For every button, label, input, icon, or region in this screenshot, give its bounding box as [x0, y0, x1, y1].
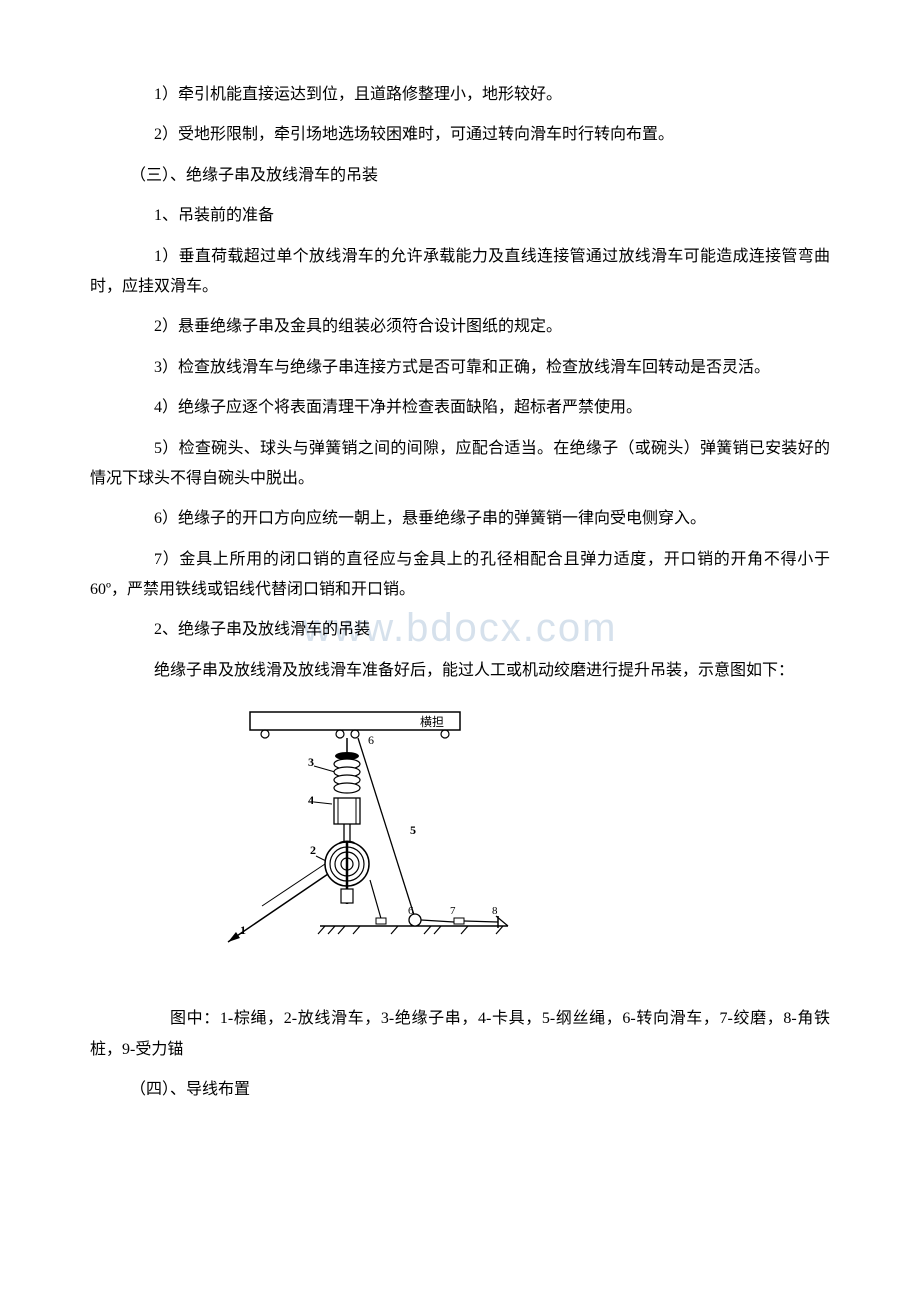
crossarm-label: 横担: [420, 715, 444, 729]
label-6-ground: 6: [408, 905, 414, 917]
document-content: 1）牵引机能直接运达到位，且道路修整理小，地形较好。 2）受地形限制，牵引场地选…: [90, 80, 830, 1105]
label-2: 2: [310, 843, 316, 857]
section-4-heading: （四）、导线布置: [90, 1075, 830, 1105]
hoisting-diagram: 横担 6 3 4: [210, 704, 830, 964]
para-1-2: 2）受地形限制，牵引场地选场较困难时，可通过转向滑车时行转向布置。: [90, 120, 830, 150]
para-3-1-2: 2）悬垂绝缘子串及金具的组装必须符合设计图纸的规定。: [90, 312, 830, 342]
insulator-string: [334, 752, 360, 793]
label-6-top: 6: [368, 733, 374, 747]
label-1: 1: [240, 923, 246, 937]
para-3-1-5: 5）检查碗头、球头与弹簧销之间的间隙，应配合适当。在绝缘子（或碗头）弹簧销已安装…: [90, 434, 830, 495]
label-7: 7: [450, 905, 456, 917]
para-3-1-4: 4）绝缘子应逐个将表面清理干净并检查表面缺陷，超标者严禁使用。: [90, 393, 830, 423]
para-3-1-6: 6）绝缘子的开口方向应统一朝上，悬垂绝缘子串的弹簧销一律向受电侧穿入。: [90, 504, 830, 534]
label-4: 4: [308, 793, 314, 807]
para-3-1-3: 3）检查放线滑车与绝缘子串连接方式是否可靠和正确，检查放线滑车回转动是否灵活。: [90, 353, 830, 383]
para-3-1-7: 7）金具上所用的闭口销的直径应与金具上的孔径相配合且弹力适度，开口销的开角不得小…: [90, 545, 830, 606]
label-3: 3: [308, 755, 314, 769]
diagram-caption: 图中：1-棕绳，2-放线滑车，3-绝缘子串，4-卡具，5-纲丝绳，6-转向滑车，…: [90, 1004, 830, 1065]
section-3-heading: （三）、绝缘子串及放线滑车的吊装: [90, 161, 830, 191]
para-3-1-1: 1）垂直荷载超过单个放线滑车的允许承载能力及直线连接管通过放线滑车可能造成连接管…: [90, 242, 830, 303]
section-3-2-heading: 2、绝缘子串及放线滑车的吊装: [90, 615, 830, 645]
para-1-1: 1）牵引机能直接运达到位，且道路修整理小，地形较好。: [90, 80, 830, 110]
release-pulley: [325, 841, 369, 904]
para-3-2-text: 绝缘子串及放线滑及放线滑车准备好后，能过人工或机动绞磨进行提升吊装，示意图如下：: [90, 656, 830, 686]
label-8: 8: [492, 905, 498, 917]
label-5: 5: [410, 823, 416, 837]
section-3-1-heading: 1、吊装前的准备: [90, 201, 830, 231]
